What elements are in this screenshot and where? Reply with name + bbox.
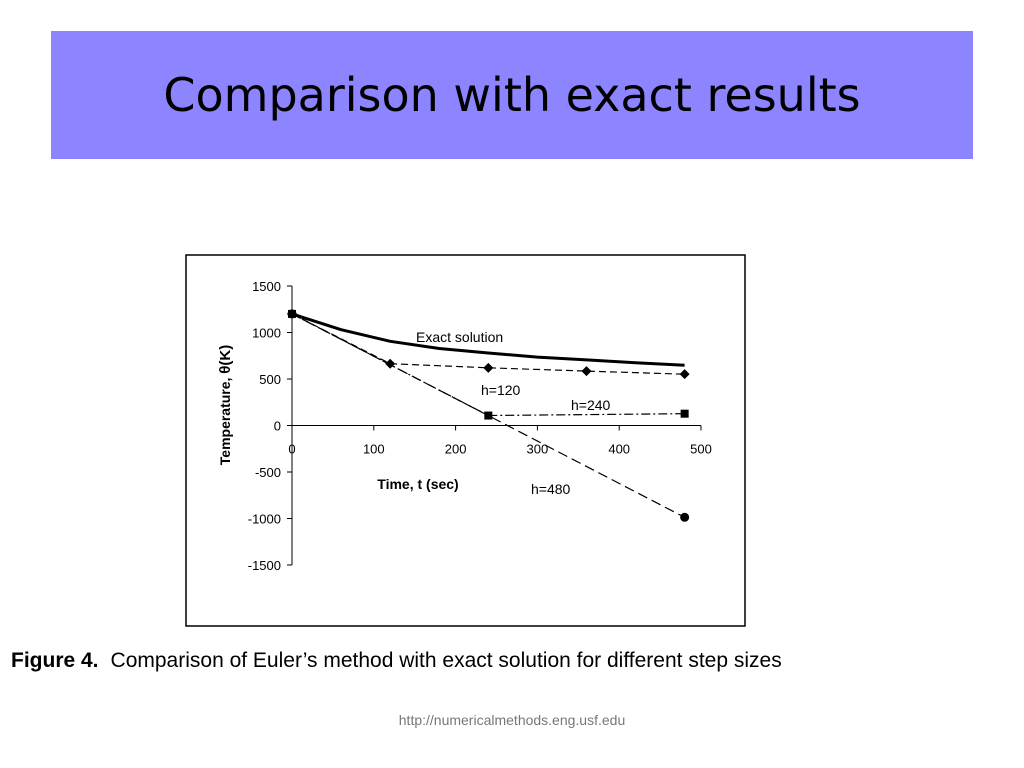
page-title: Comparison with exact results: [163, 68, 861, 122]
y-axis-label-symbol: θ(K): [217, 345, 234, 374]
data-point-square: [680, 409, 689, 418]
chart-series: [287, 308, 690, 522]
data-point-circle: [287, 309, 297, 319]
source-url: http://numericalmethods.eng.usf.edu: [398, 712, 626, 728]
x-axis-label: Time, t (sec): [377, 476, 458, 492]
x-tick-label: 400: [608, 442, 630, 457]
y-axis-label: Temperature, θ(K): [217, 345, 234, 465]
chart-frame: [185, 254, 746, 627]
x-tick-label: 0: [288, 442, 295, 457]
data-point-diamond: [483, 362, 494, 373]
data-point-circle: [680, 512, 690, 522]
chart-axes: [287, 285, 702, 566]
chart-labels: 1500 1000 500 0 -500 -1000 -1500 0 100 200 300 400 5…: [217, 279, 712, 573]
series-label: Exact solution: [416, 329, 503, 345]
y-tick-label: 0: [274, 419, 281, 434]
data-point-diamond: [581, 366, 592, 377]
y-axis-label-prefix: Temperature,: [217, 374, 233, 466]
caption-label: Figure 4.: [11, 649, 99, 672]
x-tick-label: 100: [363, 442, 385, 457]
y-tick-label: 500: [259, 372, 281, 387]
y-tick-label: -500: [255, 465, 281, 480]
data-point-diamond: [679, 369, 690, 380]
y-tick-label: 1000: [252, 326, 281, 341]
x-tick-label: 300: [527, 442, 549, 457]
x-tick-label: 500: [690, 442, 712, 457]
data-point-square: [484, 411, 493, 420]
y-tick-label: -1500: [248, 558, 281, 573]
y-tick-label: 1500: [252, 279, 281, 294]
title-band: Comparison with exact results: [51, 31, 973, 159]
series-line-h-480: [291, 313, 685, 518]
y-tick-label: -1000: [248, 512, 281, 527]
series-label: h=240: [571, 397, 611, 413]
figure-caption: Figure 4. Comparison of Euler’s method wi…: [11, 649, 1011, 673]
series-label: h=480: [531, 481, 571, 497]
series-label: h=120: [481, 382, 521, 398]
caption-text: Comparison of Euler’s method with exact …: [110, 649, 782, 672]
series-line-exact-solution: [291, 312, 685, 367]
x-tick-label: 200: [445, 442, 467, 457]
